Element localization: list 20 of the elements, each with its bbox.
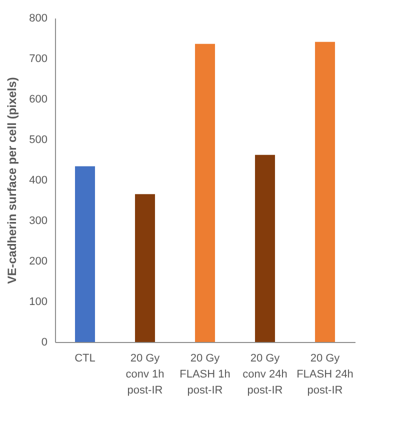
y-tick-label: 100 (29, 296, 48, 308)
y-tick-label: 300 (29, 215, 48, 227)
bar (135, 194, 155, 342)
bar (255, 154, 275, 342)
y-tick-label: 400 (29, 174, 48, 186)
y-tick-label: 200 (29, 256, 48, 268)
y-axis-title: VE-cadherin surface per cell (pixels) (5, 77, 20, 284)
x-tick-label: CTL (74, 352, 96, 364)
x-tick-label: 20 Gy FLASH 24h post-IR (296, 352, 354, 396)
x-tick-label: 20 Gy FLASH 1h post-IR (180, 352, 230, 396)
x-tick-label: 20 Gy conv 1h post-IR (126, 352, 164, 396)
y-tick-label: 0 (41, 336, 48, 348)
bar (75, 166, 95, 342)
bar (195, 44, 215, 342)
x-tick-label: 20 Gy conv 24h post-IR (242, 352, 288, 396)
y-tick-label: 600 (29, 94, 48, 106)
y-tick-label: 700 (29, 53, 48, 65)
y-tick-label: 800 (29, 12, 48, 24)
bar (315, 42, 335, 342)
y-tick-label: 500 (29, 134, 48, 146)
